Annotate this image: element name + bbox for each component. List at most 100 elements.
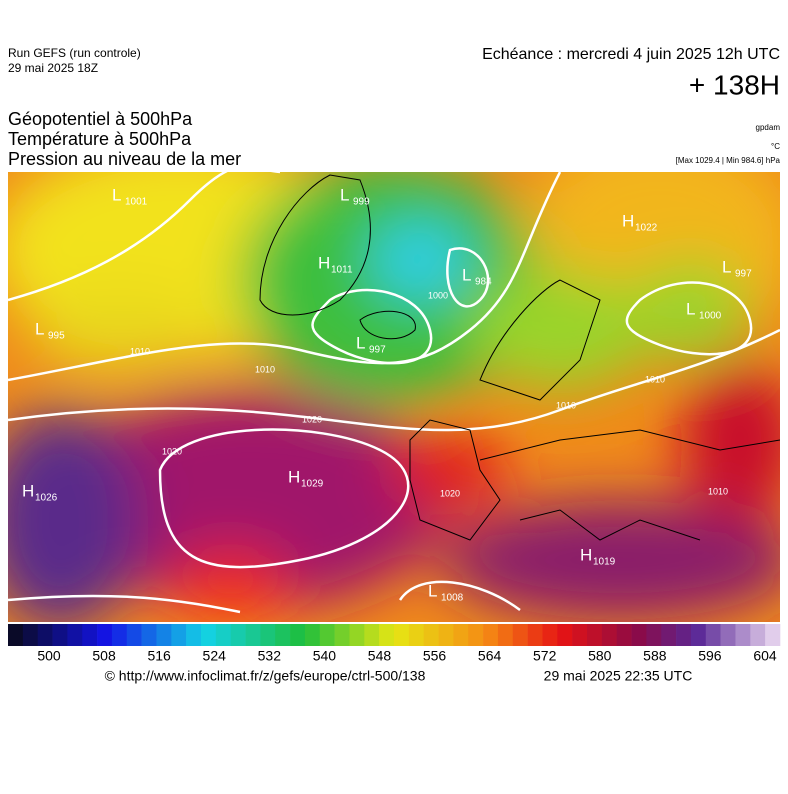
center-kind: L: [112, 185, 121, 204]
made-time: 29 mai 2025 22:35 UTC: [544, 668, 693, 684]
center-kind: H: [318, 253, 330, 272]
unit: gpdam: [756, 123, 781, 132]
colorbar-swatch: [572, 624, 588, 646]
colorbar-swatch: [587, 624, 603, 646]
isobar-label: 1010: [556, 400, 576, 410]
colorbar-tick-label: 540: [313, 648, 337, 664]
colorbar-swatch: [334, 624, 350, 646]
run-label: Run GEFS (run controle): [8, 46, 141, 60]
colorbar-swatch: [201, 624, 217, 646]
lead-time: + 138H: [689, 69, 780, 100]
colorbar-swatch: [631, 624, 647, 646]
center-kind: H: [580, 545, 592, 564]
center-pressure: 997: [369, 345, 386, 356]
colorbar-swatch: [260, 624, 276, 646]
center-kind: L: [356, 333, 365, 352]
center-kind: L: [340, 185, 349, 204]
colorbar-swatch: [111, 624, 128, 646]
colorbar-swatch: [349, 624, 365, 646]
source-url: © http://www.infoclimat.fr/z/gefs/europe…: [105, 668, 426, 684]
colorbar-swatch: [37, 624, 53, 646]
colorbar-swatch: [52, 624, 68, 646]
center-kind: H: [288, 467, 300, 486]
colorbar-swatch: [542, 624, 558, 646]
colorbar-swatch: [601, 624, 617, 646]
colorbar-tick-label: 556: [423, 648, 447, 664]
colorbar-tick-label: 516: [147, 648, 171, 664]
colorbar-swatch: [453, 624, 469, 646]
colorbar-swatch: [408, 624, 424, 646]
colorbar-swatch: [156, 624, 172, 646]
run-date: 29 mai 2025 18Z: [8, 61, 98, 75]
colorbar-swatch: [497, 624, 514, 646]
colorbar-swatch: [527, 624, 543, 646]
colorbar-swatch: [735, 624, 751, 646]
colorbar-swatch: [646, 624, 662, 646]
colorbar-swatch: [67, 624, 83, 646]
colorbar-swatch: [126, 624, 142, 646]
colorbar-swatch: [557, 624, 573, 646]
center-kind: L: [428, 581, 437, 600]
colorbar-swatch: [690, 624, 707, 646]
isobar-label: 1010: [255, 364, 275, 374]
colorbar-swatch: [186, 624, 202, 646]
center-kind: L: [686, 299, 695, 318]
colorbar-tick-label: 572: [533, 648, 557, 664]
center-pressure: 1001: [125, 197, 148, 208]
center-pressure: 1019: [593, 557, 616, 568]
colorbar-swatch: [8, 624, 24, 646]
center-kind: H: [22, 481, 34, 500]
center-pressure: 984: [475, 277, 492, 288]
map: [8, 172, 780, 622]
colorbar-swatch: [304, 624, 321, 646]
field-name: Géopotentiel à 500hPa: [8, 109, 193, 129]
colorbar-swatch: [468, 624, 484, 646]
colorbar-swatch: [319, 624, 335, 646]
colorbar-swatch: [616, 624, 632, 646]
colorbar-tick-label: 548: [368, 648, 392, 664]
colorbar-swatch: [705, 624, 721, 646]
valid-time: Echéance : mercredi 4 juin 2025 12h UTC: [482, 46, 780, 63]
colorbar-tick-label: 596: [698, 648, 722, 664]
colorbar-swatch: [438, 624, 454, 646]
center-pressure: 1008: [441, 593, 464, 604]
colorbar-swatch: [82, 624, 98, 646]
center-pressure: 997: [735, 269, 752, 280]
colorbar-tick-label: 508: [92, 648, 116, 664]
colorbar-swatch: [423, 624, 439, 646]
colorbar-swatch: [290, 624, 306, 646]
center-kind: L: [722, 257, 731, 276]
colorbar-swatch: [97, 624, 113, 646]
colorbar-swatch: [661, 624, 677, 646]
center-kind: L: [462, 265, 471, 284]
colorbar-swatch: [765, 624, 781, 646]
colorbar-swatch: [215, 624, 231, 646]
colorbar-swatch: [483, 624, 499, 646]
isobar-label: 1020: [162, 446, 182, 456]
isobar-label: 1020: [440, 488, 460, 498]
colorbar-swatch: [245, 624, 261, 646]
colorbar-swatch: [275, 624, 291, 646]
center-pressure: 1026: [35, 493, 58, 504]
center-pressure: 1029: [301, 479, 324, 490]
center-pressure: 1000: [699, 311, 722, 322]
unit: °C: [771, 142, 780, 151]
colorbar-swatch: [379, 624, 395, 646]
colorbar-swatch: [141, 624, 157, 646]
colorbar-swatch: [394, 624, 410, 646]
colorbar-tick-label: 532: [258, 648, 282, 664]
unit: [Max 1029.4 | Min 984.6] hPa: [676, 156, 781, 165]
colorbar-swatch: [171, 624, 187, 646]
isobar-label: 1020: [302, 414, 322, 424]
center-kind: H: [622, 211, 634, 230]
colorbar-tick-label: 580: [588, 648, 612, 664]
field-name: Température à 500hPa: [8, 129, 192, 149]
center-pressure: 995: [48, 331, 65, 342]
center-pressure: 999: [353, 197, 370, 208]
colorbar-tick-label: 604: [753, 648, 777, 664]
colorbar: 500 508 516 524 532 540 548 556 564 572 580 588 596 6…: [8, 624, 781, 664]
center-pressure: 1011: [331, 265, 353, 276]
colorbar-tick-label: 564: [478, 648, 502, 664]
colorbar-tick-label: 500: [37, 648, 61, 664]
